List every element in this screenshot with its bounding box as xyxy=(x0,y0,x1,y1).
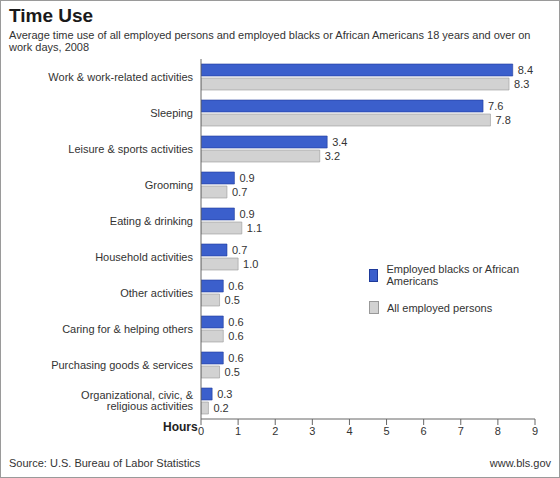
html-text:All employed persons: All employed persons xyxy=(387,301,493,314)
svg-text:Other activities: Other activities xyxy=(120,287,193,299)
svg-text:8.3: 8.3 xyxy=(514,78,529,90)
svg-text:0.6: 0.6 xyxy=(228,280,243,292)
svg-text:0.7: 0.7 xyxy=(232,244,247,256)
svg-text:Household activities: Household activities xyxy=(95,251,193,263)
svg-text:1.1: 1.1 xyxy=(247,222,262,234)
html-text:Hours: Hours xyxy=(163,420,198,434)
svg-text:0.2: 0.2 xyxy=(213,402,228,414)
svg-text:0.6: 0.6 xyxy=(228,352,243,364)
svg-text:1.0: 1.0 xyxy=(243,258,258,270)
svg-text:0.3: 0.3 xyxy=(217,388,232,400)
svg-text:0.6: 0.6 xyxy=(228,330,243,342)
svg-text:0.5: 0.5 xyxy=(225,366,240,378)
svg-text:9: 9 xyxy=(532,425,538,437)
svg-text:0.9: 0.9 xyxy=(239,208,254,220)
svg-text:Purchasing goods & services: Purchasing goods & services xyxy=(51,359,193,371)
svg-text:0.7: 0.7 xyxy=(232,186,247,198)
svg-text:6: 6 xyxy=(421,425,427,437)
svg-text:Caring for & helping others: Caring for & helping others xyxy=(62,323,193,335)
svg-text:8: 8 xyxy=(495,425,501,437)
svg-text:Organizational, civic, &religi: Organizational, civic, &religious activi… xyxy=(81,389,194,412)
html-text:Average time use of all employ: Average time use of all employed persons… xyxy=(9,29,531,53)
svg-text:0.5: 0.5 xyxy=(225,294,240,306)
svg-text:1: 1 xyxy=(235,425,241,437)
svg-text:0.9: 0.9 xyxy=(239,172,254,184)
svg-text:3.2: 3.2 xyxy=(325,150,340,162)
svg-text:7.6: 7.6 xyxy=(488,100,503,112)
svg-text:3.4: 3.4 xyxy=(332,136,347,148)
svg-text:Eating & drinking: Eating & drinking xyxy=(110,215,193,227)
svg-text:4: 4 xyxy=(346,425,352,437)
svg-text:Leisure & sports activities: Leisure & sports activities xyxy=(68,143,193,155)
svg-text:Sleeping: Sleeping xyxy=(150,107,193,119)
svg-text:3: 3 xyxy=(309,425,315,437)
svg-text:Grooming: Grooming xyxy=(145,179,193,191)
svg-text:0: 0 xyxy=(198,425,204,437)
svg-text:5: 5 xyxy=(383,425,389,437)
html-text:www.bls.gov: www.bls.gov xyxy=(489,457,551,469)
svg-text:8.4: 8.4 xyxy=(518,64,533,76)
html-text:Time Use: Time Use xyxy=(9,5,94,26)
svg-text:7.8: 7.8 xyxy=(495,114,510,126)
svg-text:7: 7 xyxy=(458,425,464,437)
svg-text:Work & work-related activities: Work & work-related activities xyxy=(48,71,193,83)
svg-text:0.6: 0.6 xyxy=(228,316,243,328)
html-text:Source: U.S. Bureau of Labor S: Source: U.S. Bureau of Labor Statistics xyxy=(9,457,201,469)
svg-text:2: 2 xyxy=(272,425,278,437)
html-text:Employed blacks or African Ame: Employed blacks or African Americans xyxy=(386,263,519,287)
